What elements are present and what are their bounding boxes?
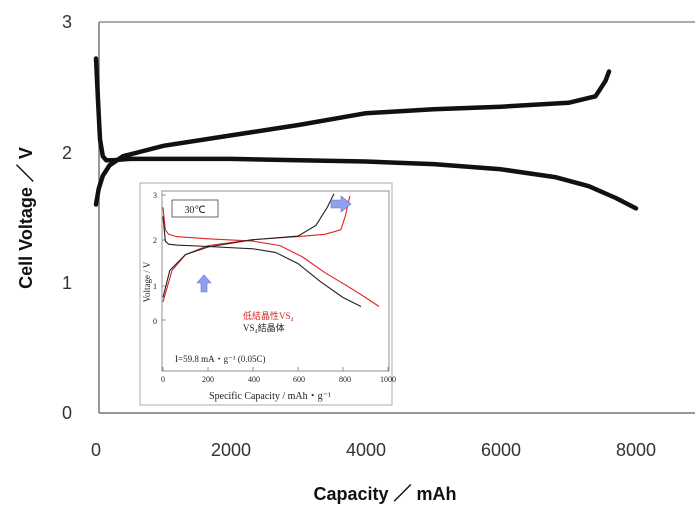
discharge-direction-arrow-icon xyxy=(196,274,212,293)
x-tick-label: 0 xyxy=(91,440,101,460)
inset-x-tick-label: 800 xyxy=(339,375,351,384)
inset-black-charge-curve xyxy=(162,193,335,298)
discharge-curve xyxy=(93,56,639,211)
y-tick-labels: 0 1 2 3 xyxy=(62,12,72,423)
y-tick-label: 3 xyxy=(62,12,72,32)
inset-x-tick-label: 600 xyxy=(293,375,305,384)
legend-red-label: 低結晶性VS₄ xyxy=(243,310,294,321)
charge-direction-arrow-icon xyxy=(330,195,352,213)
inset-y-axis-title: Voltage / V xyxy=(142,261,152,302)
x-tick-label: 6000 xyxy=(481,440,521,460)
x-tick-labels: 0 2000 4000 6000 8000 xyxy=(91,440,656,460)
inset-y-tick-label: 1 xyxy=(153,282,157,291)
x-tick-label: 8000 xyxy=(616,440,656,460)
y-tick-label: 2 xyxy=(62,143,72,163)
inset-plot-frame xyxy=(161,190,390,372)
x-axis-title: Capacity ／ mAh xyxy=(313,484,456,504)
rate-label: I=59.8 mA・g⁻¹ (0.05C) xyxy=(175,354,266,364)
inset-ticks xyxy=(162,194,389,371)
inset-x-axis-title: Specific Capacity / mAh・g⁻¹ xyxy=(209,391,331,402)
y-tick-label: 0 xyxy=(62,403,72,423)
inset-red-discharge-curve xyxy=(162,207,380,307)
inset-y-tick-label: 2 xyxy=(153,236,157,245)
inset-y-tick-label: 3 xyxy=(153,191,157,200)
temperature-box xyxy=(171,199,219,218)
inset-y-tick-label: 0 xyxy=(153,317,157,326)
inset-x-tick-label: 400 xyxy=(248,375,260,384)
legend-black-label: VS₄結晶体 xyxy=(243,322,285,333)
inset-chart: 0 1 2 3 0 200 400 600 800 1000 Specific … xyxy=(139,182,396,406)
inset-x-tick-label: 0 xyxy=(161,375,165,384)
inset-black-discharge-curve xyxy=(162,216,362,307)
x-tick-label: 2000 xyxy=(211,440,251,460)
temperature-label: 30℃ xyxy=(184,205,205,216)
y-tick-label: 1 xyxy=(62,273,72,293)
x-tick-label: 4000 xyxy=(346,440,386,460)
inset-background xyxy=(139,182,393,406)
y-axis-title: Cell Voltage ／ V xyxy=(16,147,36,289)
inset-x-tick-label: 200 xyxy=(202,375,214,384)
charge-curve xyxy=(93,69,612,207)
inset-x-tick-label: 1000 xyxy=(380,375,396,384)
